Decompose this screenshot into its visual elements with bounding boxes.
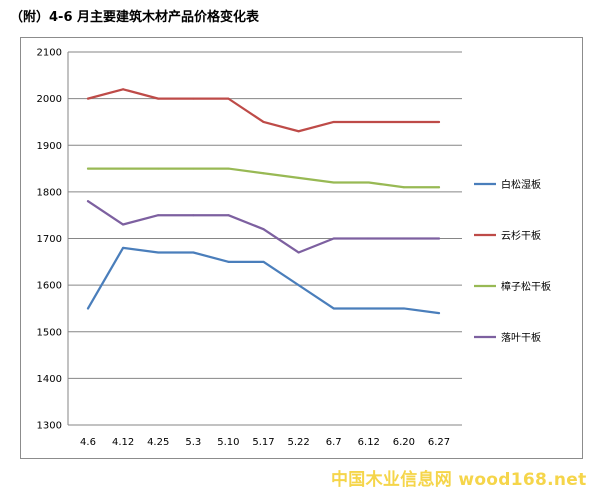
legend-label: 云杉干板 <box>501 229 541 242</box>
series-line <box>86 88 441 133</box>
data-point <box>297 284 300 287</box>
data-point <box>297 251 300 254</box>
legend-label: 落叶干板 <box>501 331 541 344</box>
series-lines <box>86 88 441 315</box>
data-point <box>157 251 160 254</box>
data-point <box>332 237 335 240</box>
x-tick-label: 4.6 <box>80 437 96 448</box>
data-point <box>332 120 335 123</box>
data-point <box>87 167 89 170</box>
data-point <box>367 120 370 123</box>
x-tick-label: 4.12 <box>112 437 134 448</box>
data-point <box>122 223 125 226</box>
x-tick-label: 6.20 <box>393 437 415 448</box>
data-point <box>227 97 230 100</box>
x-tick-label: 5.17 <box>252 437 274 448</box>
x-tick-label: 5.22 <box>287 437 309 448</box>
data-point <box>332 181 335 184</box>
legend-label: 樟子松干板 <box>501 280 551 293</box>
watermark: 中国木业信息网 wood168.net <box>331 470 587 490</box>
data-point <box>367 237 370 240</box>
y-tick-label: 1400 <box>37 374 62 385</box>
y-tick-label: 1900 <box>37 141 62 152</box>
data-point <box>262 172 265 175</box>
data-point <box>262 260 265 263</box>
data-point <box>192 97 195 100</box>
x-tick-label: 5.10 <box>217 437 239 448</box>
data-point <box>157 167 160 170</box>
y-tick-label: 1300 <box>37 421 62 432</box>
x-tick-label: 6.27 <box>428 437 450 448</box>
data-point <box>297 176 300 179</box>
x-tick-label: 4.25 <box>147 437 169 448</box>
y-tick-label: 2000 <box>37 94 62 105</box>
data-point <box>227 167 230 170</box>
x-tick-label: 6.12 <box>358 437 380 448</box>
y-tick-label: 1800 <box>37 187 62 198</box>
series-line <box>86 246 441 315</box>
data-point <box>122 88 125 91</box>
x-tick-label: 6.7 <box>326 437 342 448</box>
line-chart: 1300 1400 1500 1600 1700 1800 1900 2000 2100 4.6… <box>37 48 551 449</box>
data-point <box>438 120 440 123</box>
data-point <box>262 120 265 123</box>
data-point <box>367 307 370 310</box>
page-title: （附）4-6 月主要建筑木材产品价格变化表 <box>10 10 260 25</box>
data-point <box>402 237 405 240</box>
series-line <box>86 167 441 189</box>
data-point <box>297 130 300 133</box>
data-point <box>122 246 125 249</box>
data-point <box>192 251 195 254</box>
data-point <box>227 260 230 263</box>
data-point <box>438 186 440 189</box>
x-axis-ticks: 4.6 4.12 4.25 5.3 5.10 5.17 5.22 6.7 6.12 6.20 6.2… <box>80 437 450 448</box>
data-point <box>87 200 89 203</box>
data-point <box>438 237 440 240</box>
data-point <box>402 120 405 123</box>
data-point <box>367 181 370 184</box>
data-point <box>87 307 89 310</box>
data-point <box>157 97 160 100</box>
data-point <box>438 312 440 315</box>
data-point <box>262 228 265 231</box>
y-axis-ticks: 1300 1400 1500 1600 1700 1800 1900 2000 2100 <box>37 48 62 432</box>
y-tick-label: 1600 <box>37 281 62 292</box>
data-point <box>157 214 160 217</box>
data-point <box>192 167 195 170</box>
data-point <box>87 97 89 100</box>
series-line <box>86 200 441 254</box>
data-point <box>227 214 230 217</box>
data-point <box>402 186 405 189</box>
x-tick-label: 5.3 <box>185 437 201 448</box>
data-point <box>402 307 405 310</box>
legend-label: 白松湿板 <box>501 178 541 191</box>
y-tick-label: 1500 <box>37 327 62 338</box>
y-tick-label: 1700 <box>37 234 62 245</box>
data-point <box>192 214 195 217</box>
data-point <box>122 167 125 170</box>
chart-area: 1300 1400 1500 1600 1700 1800 1900 2000 2100 4.6… <box>20 37 583 459</box>
data-point <box>332 307 335 310</box>
y-tick-label: 2100 <box>37 48 62 59</box>
gridlines <box>67 51 462 426</box>
